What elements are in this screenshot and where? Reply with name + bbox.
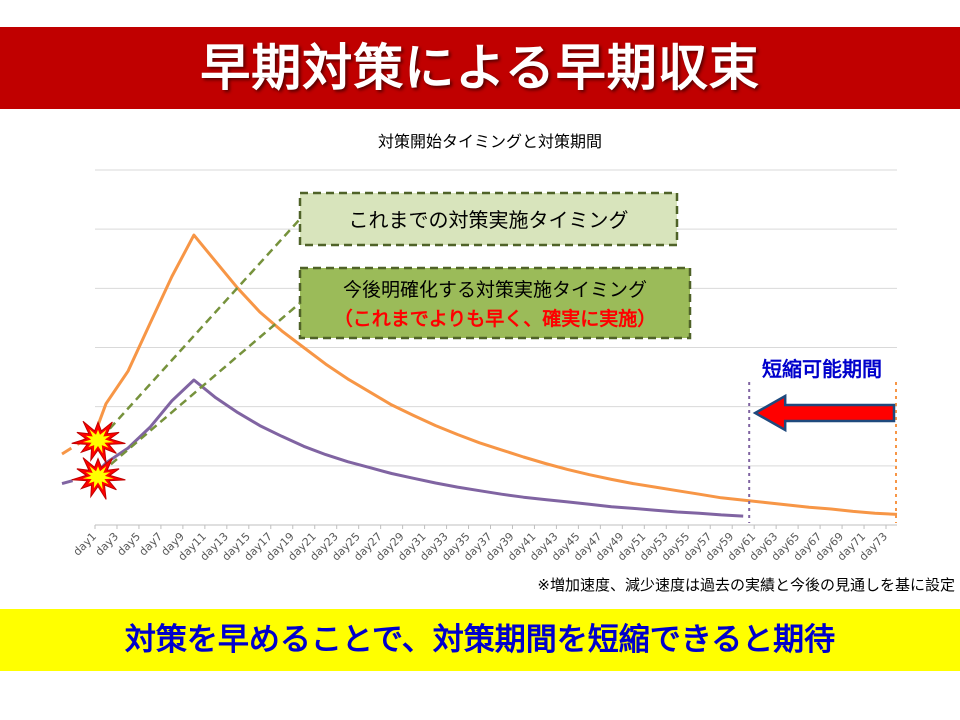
series-previous-line xyxy=(93,233,898,516)
callout-prev-timing xyxy=(298,191,679,247)
leader-line-future xyxy=(100,302,301,474)
footer-banner xyxy=(0,609,960,671)
x-tick-label: day5 xyxy=(115,530,143,558)
chart-footnote: ※増加速度、減少速度は過去の実績と今後の見通しを基に設定 xyxy=(537,576,955,594)
x-tick-label: day7 xyxy=(137,530,165,558)
explosion-core-future xyxy=(82,465,114,490)
explosion-core-prev xyxy=(82,429,114,454)
callout-future-timing-line2: （これまでよりも早く、確実に実施） xyxy=(334,307,657,330)
slide-title: 早期対策による早期収束 xyxy=(200,39,760,97)
chart: 対策開始タイミングと対策期間day1day3day5day7day9day11d… xyxy=(61,132,955,594)
callout-future-timing-line1: 今後明確化する対策実施タイミング xyxy=(343,279,647,301)
chart-title: 対策開始タイミングと対策期間 xyxy=(378,132,602,151)
shortening-arrow-icon xyxy=(752,393,896,433)
leader-line-prev xyxy=(100,218,301,440)
x-tick-label: day1 xyxy=(71,530,99,558)
callout-prev-timing-text: これまでの対策実施タイミング xyxy=(349,208,629,232)
callout-future-timing xyxy=(298,266,692,340)
series-future-line xyxy=(93,378,744,518)
title-banner xyxy=(0,27,960,109)
shortening-period-label: 短縮可能期間 xyxy=(762,357,882,381)
footer-message: 対策を早めることで、対策期間を短縮できると期待 xyxy=(124,622,836,658)
x-tick-label: day3 xyxy=(93,530,121,558)
